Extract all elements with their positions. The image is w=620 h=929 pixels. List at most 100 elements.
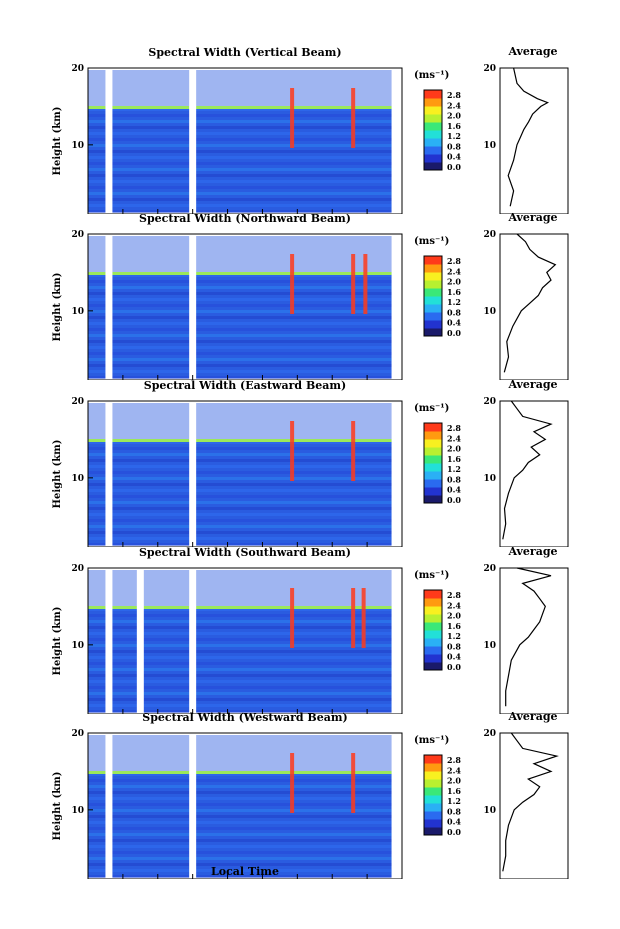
average-frame: [499, 67, 569, 214]
colorbar-tick-label: 2.0: [447, 776, 461, 786]
colorbar-frame: [423, 255, 443, 337]
heatmap-band: [88, 815, 392, 818]
high-width-streak: [290, 421, 295, 481]
colorbar-segment: [424, 439, 442, 448]
y-axis-label: Height (km): [52, 107, 63, 176]
y-axis-label: Height (km): [52, 772, 63, 841]
data-gap: [189, 401, 197, 547]
colorbar-unit: (ms⁻¹): [414, 236, 449, 247]
heatmap-band: [88, 364, 392, 367]
heatmap-band: [88, 686, 392, 689]
high-width-streak: [351, 88, 356, 148]
colorbar-segment: [424, 423, 442, 432]
y-tick-label: 20: [71, 230, 84, 240]
average-y-tick-label: 10: [483, 641, 496, 651]
colorbar-unit: (ms⁻¹): [414, 570, 449, 581]
heatmap-band: [88, 626, 392, 629]
heatmap-band: [88, 352, 392, 355]
colorbar-segment: [424, 90, 442, 99]
colorbar-frame: [423, 589, 443, 671]
heatmap-band: [88, 489, 392, 492]
beam-panel: Spectral Width (Southward Beam)Average02…: [0, 545, 620, 714]
average-profile-line: [507, 67, 550, 207]
heatmap-band: [88, 274, 392, 277]
colorbar-tick-label: 1.6: [447, 454, 461, 464]
heatmap-band: [88, 180, 392, 183]
colorbar-tick-label: 0.8: [447, 307, 461, 317]
colorbar-tick-label: 0.4: [447, 318, 461, 328]
y-tick-label: 10: [71, 307, 84, 317]
high-width-streak: [290, 588, 295, 648]
colorbar-tick-label: 0.8: [447, 806, 461, 816]
heatmap-band: [88, 150, 392, 153]
colorbar-tick-label: 2.8: [447, 90, 461, 100]
colorbar-tick-label: 2.4: [447, 266, 461, 276]
data-gap: [105, 234, 113, 380]
heatmap-band: [88, 704, 392, 707]
beam-panel: Spectral Width (Northward Beam)Average02…: [0, 211, 620, 380]
colorbar-tick-label: 0.4: [447, 485, 461, 495]
y-axis-label: Height (km): [52, 273, 63, 342]
heatmap-band: [88, 156, 392, 159]
heatmap-band: [88, 698, 392, 701]
y-axis-label: Height (km): [52, 607, 63, 676]
tropopause-layer: [88, 606, 392, 609]
colorbar-tick-label: 2.4: [447, 433, 461, 443]
colorbar-unit: (ms⁻¹): [414, 735, 449, 746]
colorbar-tick-label: 2.8: [447, 590, 461, 600]
heatmap-band: [88, 495, 392, 498]
heatmap-band: [88, 519, 392, 522]
high-width-streak: [290, 753, 295, 813]
heatmap-band: [88, 168, 392, 171]
upper-sparse-region: [88, 236, 392, 274]
heatmap-band: [88, 358, 392, 361]
average-profile-line: [502, 400, 553, 540]
panel-svg: 0246810121416182Nov 20122010Height (km)(…: [52, 397, 569, 547]
data-gap: [189, 68, 197, 214]
colorbar-tick-label: 1.6: [447, 121, 461, 131]
colorbar-tick-label: 0.4: [447, 652, 461, 662]
colorbar-frame: [423, 89, 443, 171]
panel-svg: 0246810121416182Nov 20122010Height (km)(…: [52, 230, 569, 380]
colorbar-segment: [424, 264, 442, 273]
colorbar-segment: [424, 114, 442, 123]
x-axis-label: Local Time: [211, 865, 279, 878]
average-title: Average: [508, 211, 558, 224]
average-y-tick-label: 10: [483, 474, 496, 484]
heatmap-band: [88, 857, 392, 860]
heatmap-band: [88, 286, 392, 289]
heatmap-band: [88, 531, 392, 534]
data-gap: [105, 568, 113, 714]
colorbar-segment: [424, 755, 442, 764]
panel-svg: 0246810121416182Nov 20122010Height (km)(…: [52, 564, 569, 714]
average-frame: [499, 567, 569, 714]
panel-title: Spectral Width (Vertical Beam): [148, 46, 342, 59]
tropopause-layer: [88, 439, 392, 442]
colorbar-tick-label: 0.4: [447, 152, 461, 162]
heatmap-band: [88, 126, 392, 129]
heatmap-band: [88, 543, 392, 546]
colorbar-segment: [424, 763, 442, 772]
heatmap-band: [88, 334, 392, 337]
colorbar-segment: [424, 320, 442, 329]
colorbar-tick-label: 0.0: [447, 162, 461, 172]
colorbar-segment: [424, 487, 442, 496]
upper-sparse-region: [88, 403, 392, 441]
heatmap-band: [88, 674, 392, 677]
panel-svg: 0246810121416182Nov 20122010Height (km)(…: [52, 729, 569, 879]
colorbar-tick-label: 1.6: [447, 287, 461, 297]
heatmap-band: [88, 328, 392, 331]
panel-title: Spectral Width (Northward Beam): [139, 212, 351, 225]
heatmap-band: [88, 322, 392, 325]
average-title: Average: [508, 378, 558, 391]
colorbar-tick-label: 0.4: [447, 817, 461, 827]
heatmap-band: [88, 620, 392, 623]
heatmap-band: [88, 346, 392, 349]
colorbar-segment: [424, 654, 442, 663]
average-frame: [499, 233, 569, 380]
colorbar-tick-label: 2.0: [447, 611, 461, 621]
colorbar-unit: (ms⁻¹): [414, 403, 449, 414]
average-title: Average: [508, 710, 558, 723]
y-tick-label: 10: [71, 806, 84, 816]
colorbar-segment: [424, 827, 442, 836]
